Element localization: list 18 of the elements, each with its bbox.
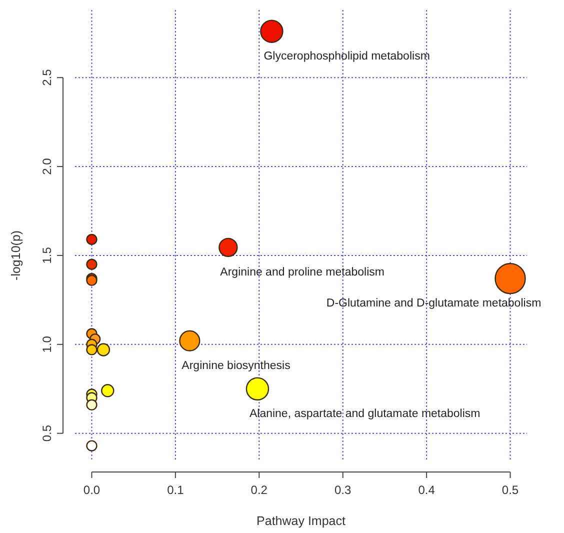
x-tick-label: 0.1	[167, 483, 184, 497]
x-tick-label: 0.5	[502, 483, 519, 497]
x-tick-label: 0.0	[83, 483, 100, 497]
annotation: Glycerophospholipid metabolism	[264, 50, 430, 62]
y-tick-label: 1.5	[40, 246, 54, 264]
x-axis-title: Pathway Impact	[256, 514, 346, 528]
annotation: Alanine, aspartate and glutamate metabolism	[249, 408, 480, 420]
x-tick-label: 0.2	[250, 483, 268, 497]
y-tick-label: 2.0	[40, 158, 54, 175]
x-tick-label: 0.4	[418, 483, 436, 497]
annotation: D-Glutamine and D-glutamate metabolism	[326, 298, 542, 310]
annotation: Arginine and proline metabolism	[220, 266, 384, 278]
y-tick-label: 1.0	[40, 336, 54, 353]
annotation: Arginine biosynthesis	[182, 360, 291, 372]
y-tick-label: 2.5	[40, 68, 54, 86]
x-tick-label: 0.3	[334, 483, 352, 497]
y-tick-label: 0.5	[40, 424, 54, 442]
y-axis-title: -log10(p)	[9, 230, 23, 280]
